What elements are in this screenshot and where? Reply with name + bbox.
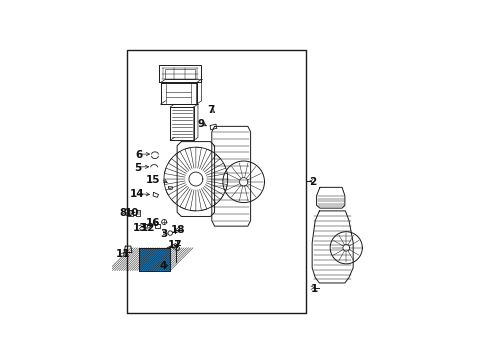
Text: 15: 15 bbox=[145, 175, 160, 185]
Text: 12: 12 bbox=[141, 223, 155, 233]
Text: 2: 2 bbox=[309, 177, 316, 187]
Text: 7: 7 bbox=[207, 105, 215, 115]
Text: 17: 17 bbox=[167, 240, 182, 250]
Text: 9: 9 bbox=[197, 118, 204, 129]
Text: 10: 10 bbox=[124, 208, 139, 218]
Text: 13: 13 bbox=[133, 223, 147, 233]
Bar bbox=[139, 248, 170, 270]
Text: 14: 14 bbox=[129, 189, 144, 199]
Text: 4: 4 bbox=[159, 261, 166, 271]
Text: 6: 6 bbox=[135, 150, 142, 161]
Text: 1: 1 bbox=[310, 284, 317, 294]
Text: 18: 18 bbox=[171, 225, 185, 235]
Text: 3: 3 bbox=[160, 229, 167, 239]
Text: 8: 8 bbox=[119, 208, 126, 218]
Text: 16: 16 bbox=[145, 218, 160, 228]
Text: 5: 5 bbox=[134, 163, 141, 173]
Text: 11: 11 bbox=[116, 249, 130, 260]
